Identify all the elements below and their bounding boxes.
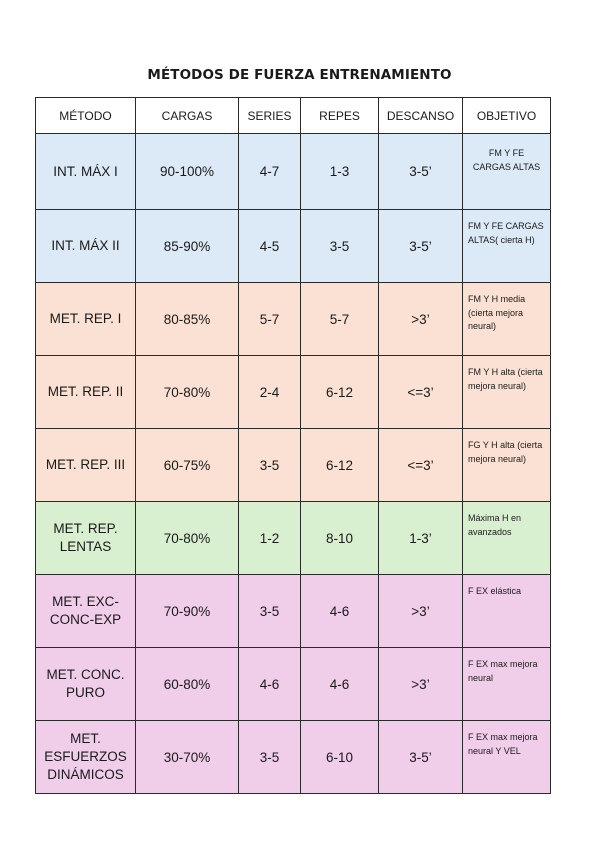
metodo-cell: MET. ESFUERZOS DINÁMICOS (35, 720, 136, 794)
cargas-cell: 70-90% (135, 574, 239, 648)
repes-cell: 6-12 (300, 428, 379, 502)
repes-cell: 6-10 (300, 720, 379, 794)
objetivo-cell: FG Y H alta (cierta mejora neural) (462, 428, 551, 502)
series-cell: 3-5 (238, 428, 301, 502)
column-header-series: SERIES (238, 97, 301, 134)
column-header-descanso: DESCANSO (378, 97, 463, 134)
series-cell: 1-2 (238, 501, 301, 575)
objetivo-cell: F EX max mejora neural (462, 647, 551, 721)
descanso-cell: >3’ (378, 282, 463, 356)
repes-cell: 4-6 (300, 574, 379, 648)
objetivo-cell: FM Y H alta (cierta mejora neural) (462, 355, 551, 429)
series-cell: 2-4 (238, 355, 301, 429)
repes-cell: 6-12 (300, 355, 379, 429)
table-row: INT. MÁX II 85-90% 4-5 3-5 3-5’ FM Y FE … (35, 209, 551, 283)
cargas-cell: 70-80% (135, 501, 239, 575)
repes-cell: 8-10 (300, 501, 379, 575)
series-cell: 4-7 (238, 133, 301, 210)
descanso-cell: <=3’ (378, 428, 463, 502)
series-cell: 4-6 (238, 647, 301, 721)
cargas-cell: 70-80% (135, 355, 239, 429)
metodo-cell: MET. REP. II (35, 355, 136, 429)
descanso-cell: 3-5’ (378, 209, 463, 283)
table-header-row: MÉTODO CARGAS SERIES REPES DESCANSO OBJE… (35, 97, 551, 134)
objetivo-cell: Máxima H en avanzados (462, 501, 551, 575)
repes-cell: 3-5 (300, 209, 379, 283)
cargas-cell: 60-80% (135, 647, 239, 721)
cargas-cell: 60-75% (135, 428, 239, 502)
repes-cell: 5-7 (300, 282, 379, 356)
methods-table: MÉTODO CARGAS SERIES REPES DESCANSO OBJE… (35, 97, 551, 794)
metodo-cell: MET. CONC. PURO (35, 647, 136, 721)
column-header-metodo: MÉTODO (35, 97, 136, 134)
page-title: MÉTODOS DE FUERZA ENTRENAMIENTO (147, 67, 452, 83)
metodo-cell: MET. REP. III (35, 428, 136, 502)
metodo-cell: MET. REP. LENTAS (35, 501, 136, 575)
descanso-cell: >3’ (378, 647, 463, 721)
table-row: MET. REP. I 80-85% 5-7 5-7 >3’ FM Y H me… (35, 282, 551, 356)
table-row: MET. CONC. PURO 60-80% 4-6 4-6 >3’ F EX … (35, 647, 551, 721)
column-header-cargas: CARGAS (135, 97, 239, 134)
descanso-cell: 3-5’ (378, 720, 463, 794)
descanso-cell: >3’ (378, 574, 463, 648)
cargas-cell: 30-70% (135, 720, 239, 794)
series-cell: 5-7 (238, 282, 301, 356)
objetivo-cell: F EX elástica (462, 574, 551, 648)
series-cell: 4-5 (238, 209, 301, 283)
repes-cell: 1-3 (300, 133, 379, 210)
objetivo-cell: F EX max mejora neural Y VEL (462, 720, 551, 794)
table-row: MET. EXC-CONC-EXP 70-90% 3-5 4-6 >3’ F E… (35, 574, 551, 648)
metodo-cell: MET. EXC-CONC-EXP (35, 574, 136, 648)
table-row: MET. ESFUERZOS DINÁMICOS 30-70% 3-5 6-10… (35, 720, 551, 794)
cargas-cell: 80-85% (135, 282, 239, 356)
descanso-cell: 1-3’ (378, 501, 463, 575)
table-row: MET. REP. III 60-75% 3-5 6-12 <=3’ FG Y … (35, 428, 551, 502)
descanso-cell: 3-5’ (378, 133, 463, 210)
metodo-cell: INT. MÁX I (35, 133, 136, 210)
cargas-cell: 85-90% (135, 209, 239, 283)
repes-cell: 4-6 (300, 647, 379, 721)
descanso-cell: <=3’ (378, 355, 463, 429)
metodo-cell: MET. REP. I (35, 282, 136, 356)
objetivo-cell: FM Y H media (cierta mejora neural) (462, 282, 551, 356)
table-row: MET. REP. II 70-80% 2-4 6-12 <=3’ FM Y H… (35, 355, 551, 429)
metodo-cell: INT. MÁX II (35, 209, 136, 283)
column-header-objetivo: OBJETIVO (462, 97, 551, 134)
column-header-repes: REPES (300, 97, 379, 134)
cargas-cell: 90-100% (135, 133, 239, 210)
series-cell: 3-5 (238, 574, 301, 648)
table-row: MET. REP. LENTAS 70-80% 1-2 8-10 1-3’ Má… (35, 501, 551, 575)
series-cell: 3-5 (238, 720, 301, 794)
objetivo-cell: FM Y FE CARGAS ALTAS (462, 133, 551, 210)
objetivo-cell: FM Y FE CARGAS ALTAS( cierta H) (462, 209, 551, 283)
table-row: INT. MÁX I 90-100% 4-7 1-3 3-5’ FM Y FE … (35, 133, 551, 210)
